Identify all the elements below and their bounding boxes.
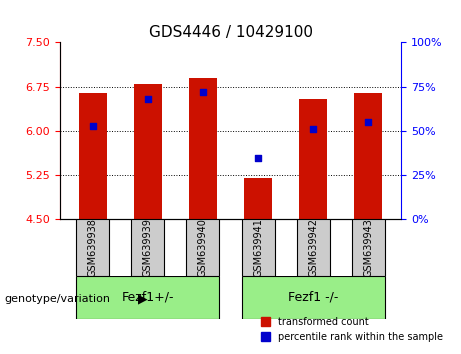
FancyBboxPatch shape — [242, 276, 384, 319]
Point — [254, 155, 262, 160]
FancyBboxPatch shape — [187, 219, 219, 276]
Text: Fezf1 -/-: Fezf1 -/- — [288, 291, 338, 304]
Text: GDS4446 / 10429100: GDS4446 / 10429100 — [148, 25, 313, 40]
Point — [364, 119, 372, 125]
Point — [199, 89, 207, 95]
Point — [89, 123, 97, 129]
Text: ▶: ▶ — [138, 293, 148, 306]
Point — [144, 96, 152, 102]
FancyBboxPatch shape — [131, 219, 165, 276]
Bar — [299, 98, 327, 219]
FancyBboxPatch shape — [352, 219, 384, 276]
Point — [309, 126, 317, 132]
Text: GSM639943: GSM639943 — [363, 218, 373, 277]
Bar — [244, 178, 272, 219]
FancyBboxPatch shape — [77, 276, 219, 319]
FancyBboxPatch shape — [296, 219, 330, 276]
Text: GSM639940: GSM639940 — [198, 218, 208, 277]
Text: Fezf1+/-: Fezf1+/- — [122, 291, 174, 304]
Text: GSM639942: GSM639942 — [308, 218, 318, 277]
Bar — [189, 78, 217, 219]
Legend: transformed count, percentile rank within the sample: transformed count, percentile rank withi… — [257, 313, 447, 346]
Bar — [79, 93, 106, 219]
Text: genotype/variation: genotype/variation — [5, 294, 111, 304]
FancyBboxPatch shape — [77, 219, 109, 276]
Text: GSM639939: GSM639939 — [143, 218, 153, 277]
FancyBboxPatch shape — [242, 219, 274, 276]
Text: GSM639941: GSM639941 — [253, 218, 263, 277]
Text: GSM639938: GSM639938 — [88, 218, 98, 277]
Bar — [134, 84, 162, 219]
Bar — [355, 93, 382, 219]
